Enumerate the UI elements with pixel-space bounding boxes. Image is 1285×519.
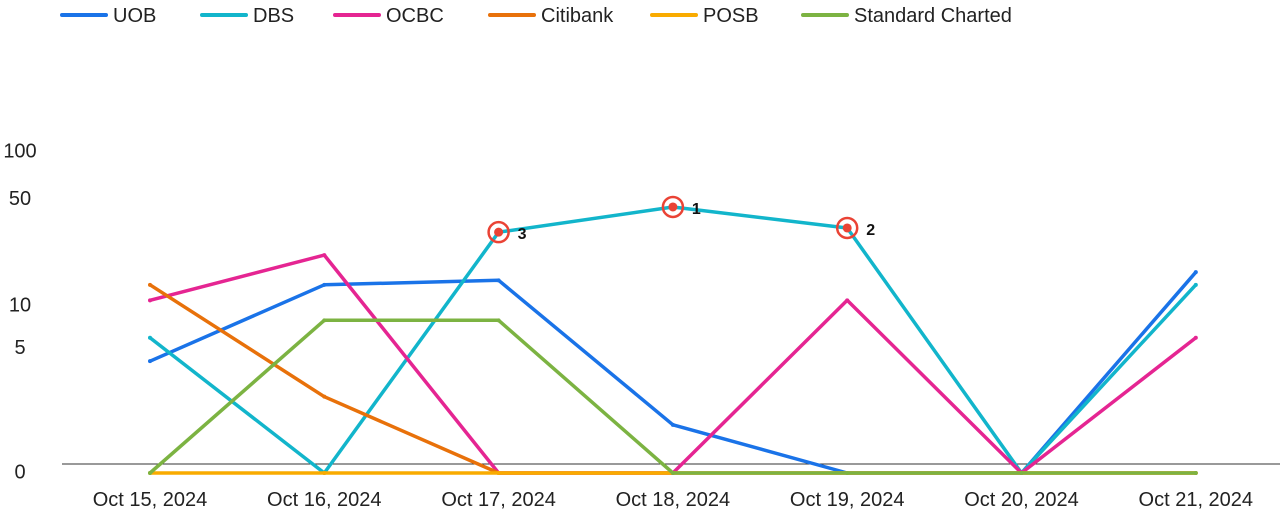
data-point-ocbc[interactable] [845,298,850,303]
data-point-citibank[interactable] [322,394,327,399]
legend-item-posb[interactable]: POSB [650,5,759,27]
x-axis: Oct 15, 2024 Oct 16, 2024 Oct 17, 2024 Oct … [93,489,1253,511]
data-point-standard-charted[interactable] [1019,471,1024,475]
series-lines [148,204,1198,475]
data-point-posb[interactable] [496,471,501,475]
legend-label: POSB [703,5,759,27]
series-dbs [148,204,1198,475]
x-tick-label: Oct 15, 2024 [93,489,208,511]
legend-label: UOB [113,5,156,27]
data-point-standard-charted[interactable] [670,471,675,475]
x-tick-label: Oct 20, 2024 [964,489,1079,511]
data-point-uob[interactable] [670,422,675,427]
rank-dot [668,202,678,212]
y-tick-label: 0 [14,461,25,483]
legend-item-standard-charted[interactable]: Standard Charted [801,5,1012,27]
x-tick-label: Oct 19, 2024 [790,489,905,511]
x-tick-label: Oct 18, 2024 [616,489,731,511]
series-line-ocbc[interactable] [148,253,1198,475]
data-point-ocbc[interactable] [1193,335,1198,340]
x-tick-label: Oct 17, 2024 [441,489,556,511]
rank-dot [842,223,852,233]
data-point-ocbc[interactable] [322,253,327,258]
rank-label: 2 [866,222,875,239]
y-tick-label: 5 [14,337,25,359]
legend-item-dbs[interactable]: DBS [200,5,294,27]
x-tick-label: Oct 21, 2024 [1139,489,1254,511]
data-point-standard-charted[interactable] [845,471,850,475]
data-point-uob[interactable] [322,282,327,287]
series-line-uob[interactable] [148,270,1198,475]
rank-marker[interactable]: 1 [661,195,701,219]
rank-ring [487,220,510,244]
legend-label: Citibank [541,5,614,27]
legend-label: DBS [253,5,294,27]
series-line-citibank[interactable] [148,283,1198,475]
rank-dot [494,227,504,237]
data-point-uob[interactable] [148,359,152,364]
data-point-dbs[interactable] [148,335,152,340]
y-tick-label: 100 [3,141,36,163]
rank-ring [661,195,685,219]
data-point-standard-charted[interactable] [496,318,501,323]
legend-label: OCBC [386,5,444,27]
data-point-posb[interactable] [322,471,327,475]
rank-ring [835,216,859,240]
data-point-uob[interactable] [1193,270,1198,275]
y-tick-label: 10 [9,295,31,317]
legend-item-ocbc[interactable]: OCBC [333,5,444,27]
rank-label: 3 [518,226,527,243]
series-standard-charted [148,318,1198,475]
data-point-dbs[interactable] [1193,282,1198,287]
legend: UOB DBS OCBC Citibank POSB Standard Charted [60,5,1012,27]
series-citibank [148,282,1198,475]
x-tick-label: Oct 16, 2024 [267,489,382,511]
data-point-uob[interactable] [496,278,501,283]
rank-marker[interactable]: 3 [487,220,527,244]
rank-marker[interactable]: 2 [835,216,875,240]
y-axis: 0 5 10 50 100 [3,141,36,484]
series-uob [148,270,1198,475]
series-ocbc [148,253,1198,475]
legend-item-uob[interactable]: UOB [60,5,156,27]
data-point-standard-charted[interactable] [322,318,327,323]
data-point-standard-charted[interactable] [148,471,152,475]
data-point-ocbc[interactable] [148,298,152,303]
legend-label: Standard Charted [854,5,1012,27]
data-point-standard-charted[interactable] [1193,471,1198,475]
rank-label: 1 [692,201,701,218]
y-tick-label: 50 [9,188,31,210]
data-point-citibank[interactable] [148,282,152,287]
annotations: 1 2 3 [487,195,875,244]
series-line-dbs[interactable] [148,205,1198,475]
series-line-standard-charted[interactable] [148,318,1198,475]
legend-item-citibank[interactable]: Citibank [488,5,614,27]
